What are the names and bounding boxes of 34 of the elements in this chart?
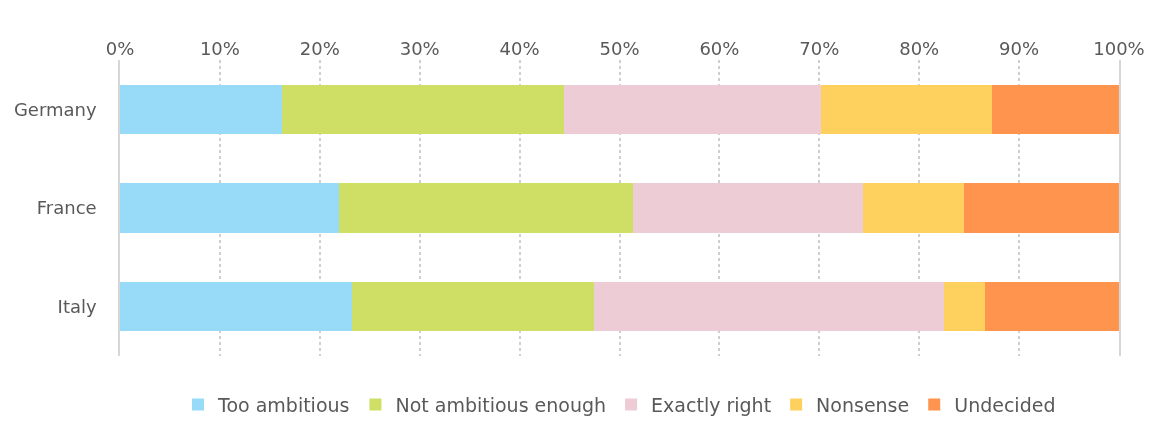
bar	[633, 183, 864, 233]
legend-label: Exactly right	[651, 393, 772, 416]
bar	[593, 282, 945, 332]
bar	[351, 282, 594, 332]
x-tick-label: 70%	[799, 38, 840, 60]
x-tick-label: 0%	[105, 38, 135, 60]
x-tick-label: 80%	[899, 38, 940, 60]
y-tick-label: Italy	[57, 295, 97, 317]
x-tick-label: 10%	[199, 38, 240, 60]
y-tick-label: Germany	[13, 98, 97, 120]
bar	[985, 282, 1119, 332]
legend-label: Not ambitious enough	[395, 393, 607, 416]
x-tick-label: 40%	[499, 38, 540, 60]
bar	[338, 183, 634, 233]
bar	[863, 183, 965, 233]
y-tick-label: France	[36, 197, 97, 219]
x-tick-label: 90%	[999, 38, 1040, 60]
x-tick-label: 30%	[399, 38, 440, 60]
x-tick-label: 20%	[299, 38, 340, 60]
bar	[120, 183, 339, 233]
legend-label: Undecided	[954, 393, 1056, 416]
bar	[563, 84, 822, 134]
legend-label: Too ambitious	[217, 393, 350, 416]
x-tick-label: 100%	[1093, 38, 1145, 60]
bar	[964, 183, 1119, 233]
bar	[944, 282, 986, 332]
bar	[120, 84, 282, 134]
bar	[120, 282, 352, 332]
x-tick-label: 60%	[699, 38, 740, 60]
x-tick-label: 50%	[599, 38, 640, 60]
bar	[992, 84, 1119, 134]
legend-label: Nonsense	[816, 393, 910, 416]
bar	[821, 84, 993, 134]
bar	[281, 84, 564, 134]
